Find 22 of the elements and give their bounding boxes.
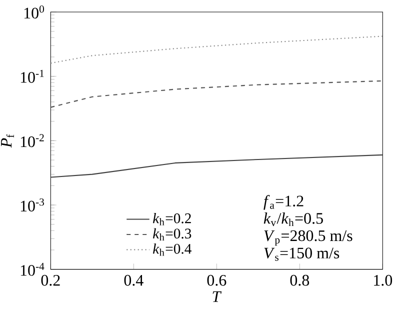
x-tick-label: 0.6	[207, 274, 226, 286]
annotation: V$_{p}$=280.5 m/s	[264, 230, 352, 246]
x-tick-label: 1.0	[374, 274, 392, 286]
x-tick-label: 0.2	[41, 274, 60, 286]
y-axis-title: P$_{f}$	[1, 134, 14, 148]
legend-label: k$_{h}$=0.2	[152, 212, 191, 226]
line-series	[50, 36, 383, 64]
y-tick-label: 10$^{-4}$	[20, 262, 44, 276]
legend-label: k$_{h}$=0.4	[152, 243, 192, 256]
x-tick-label: 0.8	[290, 274, 310, 286]
y-tick-label: 10$^{0}$	[24, 5, 44, 19]
annotation: V$_{s}$=150 m/s	[264, 248, 340, 261]
x-axis-title: T	[212, 291, 222, 302]
annotation: k$_{v}$/k$_{h}$=0.5	[264, 212, 323, 226]
line-series	[50, 80, 383, 108]
y-tick-label: 10$^{-3}$	[20, 198, 44, 212]
y-tick-label: 10$^{-2}$	[20, 134, 44, 148]
legend-label: k$_{h}$=0.3	[152, 228, 192, 241]
line-series	[50, 154, 383, 178]
y-tick-label: 10$^{-1}$	[20, 70, 44, 83]
annotation: f$_{a}$=1.2	[264, 195, 304, 210]
x-tick-label: 0.4	[124, 274, 144, 286]
